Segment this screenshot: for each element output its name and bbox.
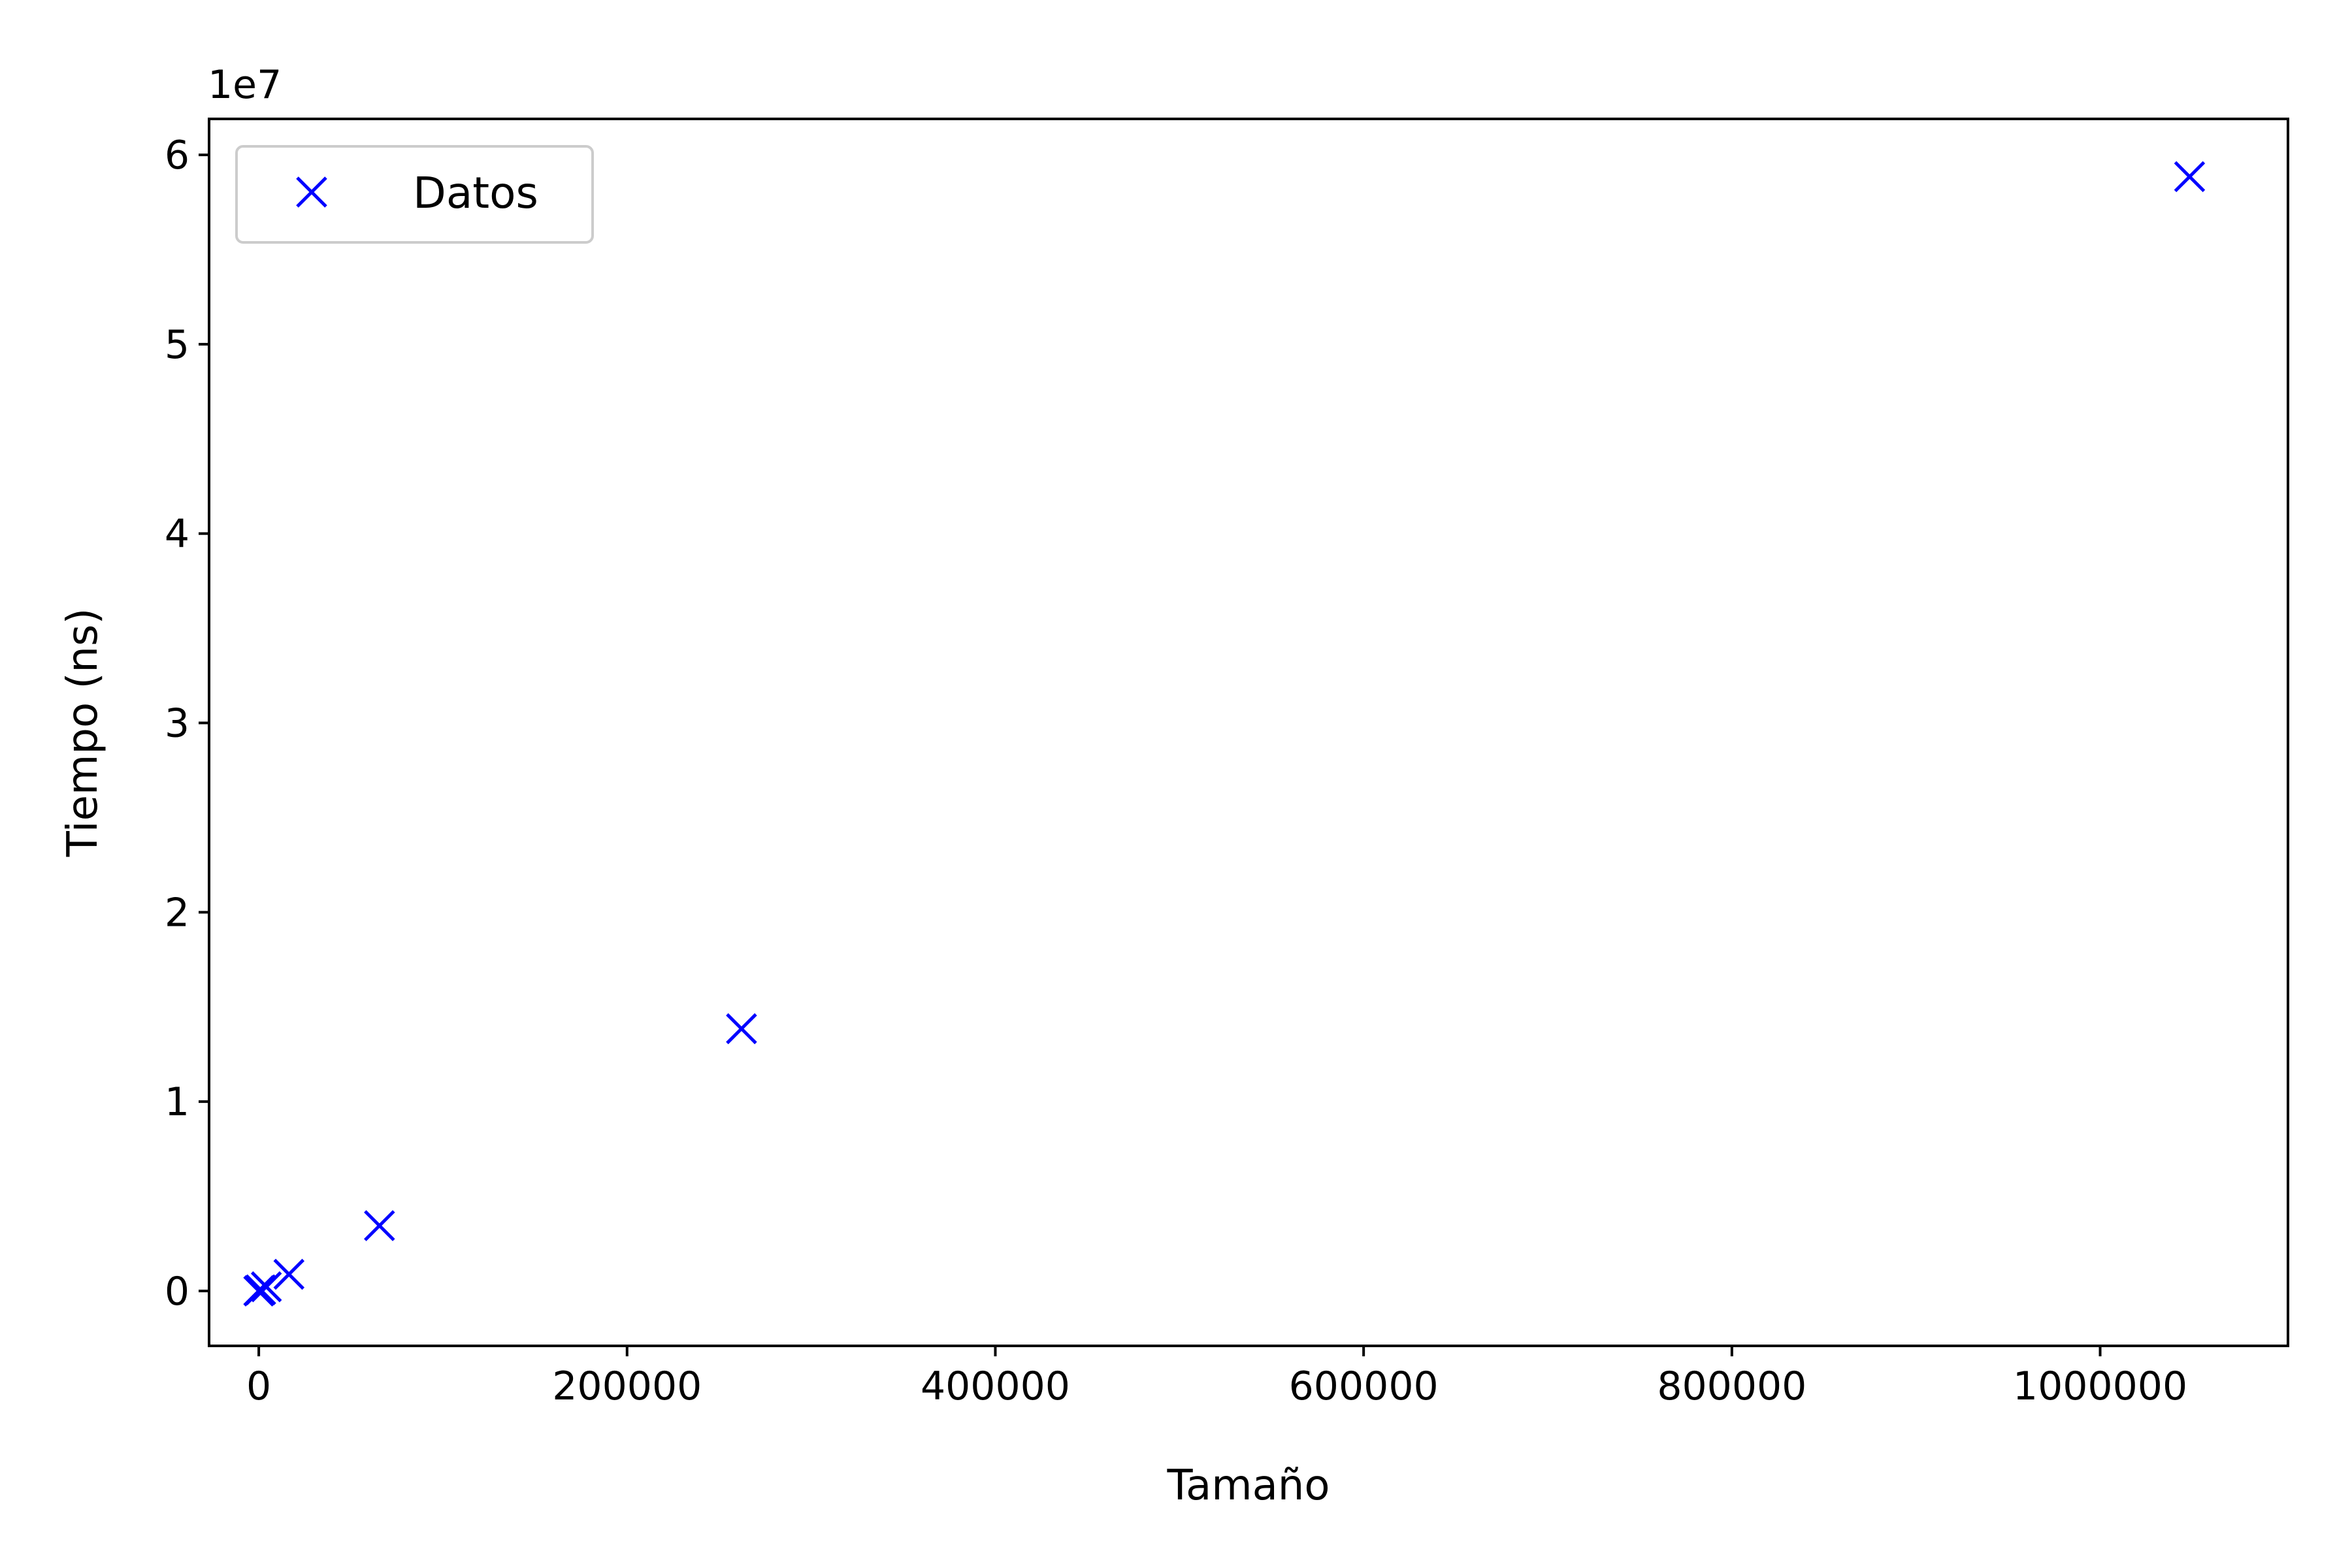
legend-label: Datos [413, 168, 538, 218]
y-tick-label: 3 [165, 701, 189, 747]
y-tick-label: 6 [165, 133, 189, 178]
y-tick-label: 0 [165, 1269, 189, 1315]
legend-marker [296, 176, 327, 208]
data-point [250, 1271, 282, 1303]
y-axis-ticks: 0 1 2 3 4 5 6 [165, 133, 209, 1315]
legend: Datos [235, 145, 594, 244]
legend-marker-x-icon [296, 176, 327, 208]
y-axis-label: Tiempo (ns) [59, 608, 107, 858]
x-tick-label: 600000 [1289, 1364, 1439, 1409]
x-tick-label: 200000 [552, 1364, 702, 1409]
data-point [726, 1013, 757, 1045]
data-points [243, 161, 2206, 1307]
y-tick-label: 5 [165, 322, 189, 368]
x-axis-ticks: 0 200000 400000 600000 800000 1000000 [246, 1346, 2187, 1409]
data-point [245, 1274, 276, 1305]
y-axis-offset-label: 1e7 [208, 62, 282, 108]
y-tick-label: 2 [165, 890, 189, 936]
plot-frame [208, 118, 2289, 1347]
y-tick-label: 1 [165, 1079, 189, 1125]
plot-area [209, 119, 2288, 1346]
data-point [364, 1210, 395, 1241]
data-point [273, 1258, 305, 1290]
x-tick-label: 800000 [1657, 1364, 1806, 1409]
x-tick-label: 0 [246, 1364, 271, 1409]
x-tick-label: 1000000 [2013, 1364, 2187, 1409]
legend-box [235, 145, 594, 244]
y-tick-label: 4 [165, 512, 189, 557]
x-tick-label: 400000 [921, 1364, 1070, 1409]
data-point [2174, 161, 2206, 193]
x-axis-label: Tamaño [1167, 1462, 1330, 1510]
